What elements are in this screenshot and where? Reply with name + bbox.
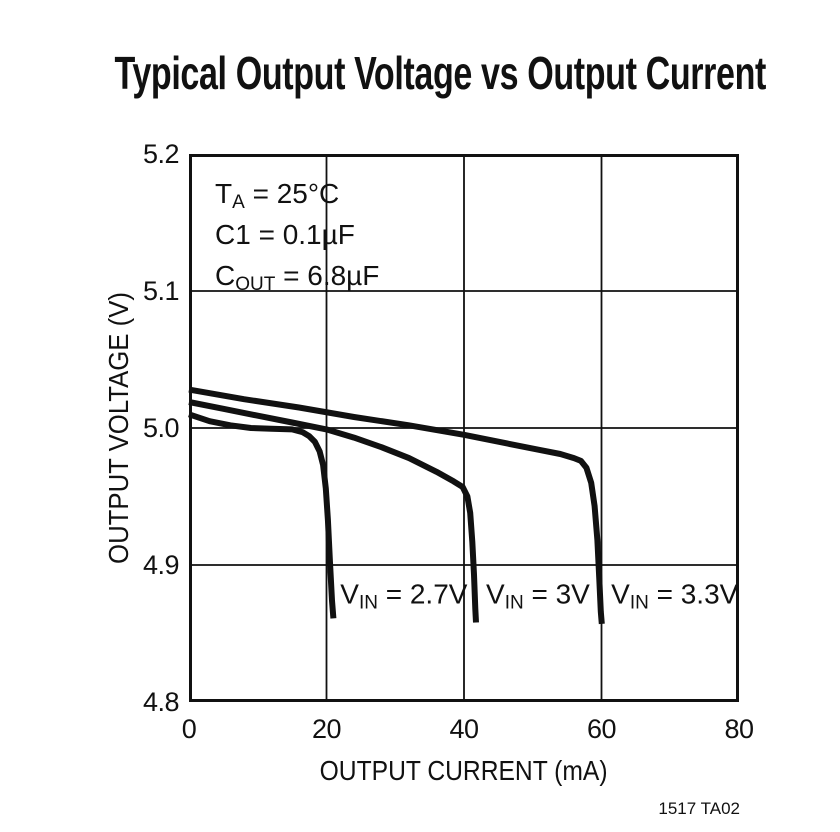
text-post: = 0.1µF [250,219,355,250]
text-post: = 2.7V [377,578,468,610]
curve-1 [188,399,479,623]
plot-svg [188,154,739,702]
curve-label-0: VIN = 2.7V [340,578,468,618]
x-axis-label-text: OUTPUT CURRENT (mA) [320,755,608,786]
x-tick-label: 40 [449,714,479,744]
x-tick-label: 80 [724,714,754,744]
x-tick-label: 20 [311,714,342,744]
y-tick-label: 5.1 [142,276,180,306]
figure-caption: 1517 TA02 [658,799,740,818]
x-axis-label: OUTPUT CURRENT (mA) [189,756,739,786]
condition-text-0: TA = 25°C [215,178,379,219]
plot-frame [189,154,739,702]
conditions-block: TA = 25°C C1 = 0.1µF COUT = 6.8µF [215,178,379,301]
text-sub: A [232,192,245,213]
text-pre: C1 [215,219,251,250]
text-pre: C [215,260,236,291]
text-sub: OUT [235,274,276,295]
text-post: = 3.3V [648,578,739,610]
y-tick-label: 5.2 [142,139,180,169]
curve-label-1: VIN = 3V [486,578,590,618]
condition-text-1: C1 = 0.1µF [215,219,379,260]
text-pre: V [340,578,359,610]
x-tick-label: 0 [181,714,197,744]
y-tick-label: 4.8 [142,687,180,717]
text-post: = 3V [523,578,590,610]
chart-title: Typical Output Voltage vs Output Current [114,47,766,99]
y-tick-label: 5.0 [142,413,180,443]
curve-0 [188,411,337,619]
text-pre: V [611,578,630,610]
plot-area: TA = 25°C C1 = 0.1µF COUT = 6.8µF OUTPUT C… [103,140,754,786]
x-tick-label: 60 [586,714,617,744]
text-pre: T [215,178,233,209]
text-post: = 25°C [244,178,340,209]
chart-title-row: Typical Output Voltage vs Output Current [0,49,840,97]
text-sub: IN [629,592,649,614]
text-sub: IN [504,592,524,614]
curve-label-2: VIN = 3.3V [611,578,739,618]
condition-text-2: COUT = 6.8µF [215,260,379,301]
text-post: = 6.8µF [275,260,380,291]
text-pre: V [486,578,505,610]
text-sub: IN [358,592,378,614]
y-tick-label: 4.9 [142,550,180,580]
curve-2 [188,386,605,625]
